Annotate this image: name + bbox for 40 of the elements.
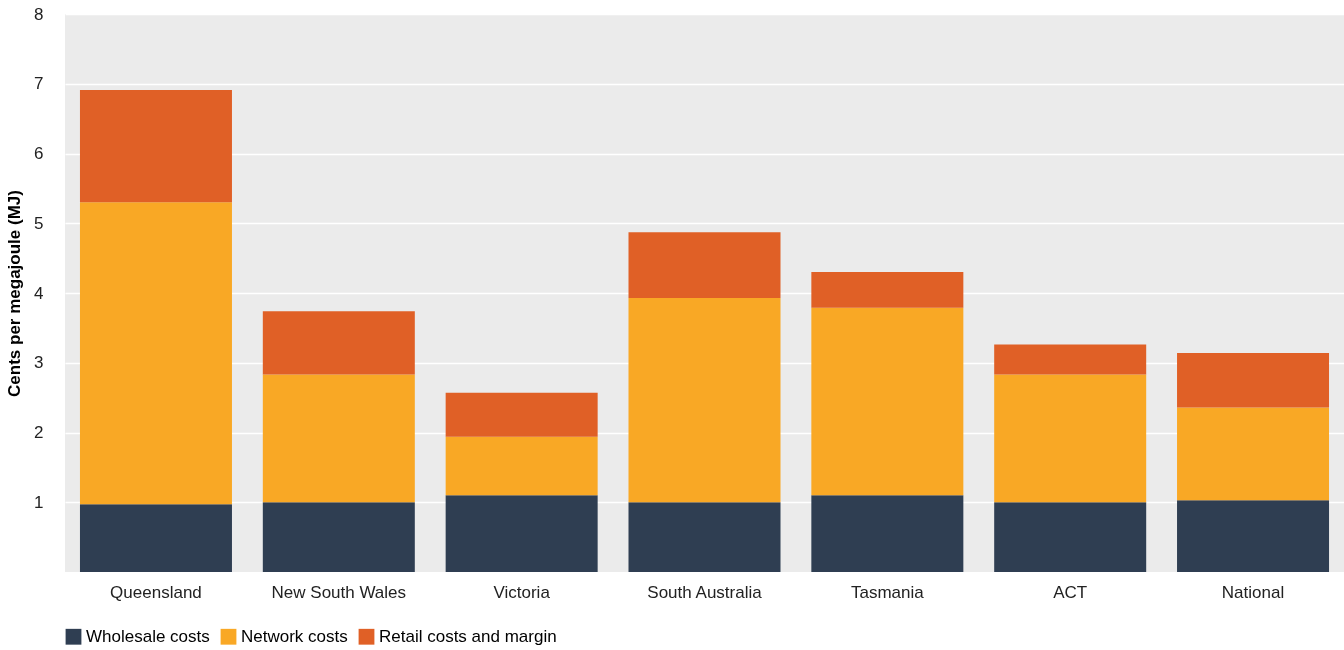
bar: [811, 272, 964, 308]
bar: [79, 90, 232, 203]
bar: [79, 202, 232, 505]
x-tick-label: National: [1221, 582, 1285, 602]
y-axis-title: Cents per megajoule (MJ): [5, 190, 25, 397]
bar: [628, 502, 781, 572]
bar: [1177, 500, 1330, 572]
x-tick-label: Victoria: [493, 582, 551, 602]
legend-label: Wholesale costs: [86, 626, 210, 646]
y-tick-label: 8: [34, 4, 44, 24]
legend-label: Network costs: [241, 626, 348, 646]
y-tick-label: 7: [34, 74, 44, 94]
bar: [628, 297, 781, 503]
x-tick-label: Queensland: [110, 582, 202, 602]
bar: [811, 307, 964, 496]
bar: [994, 344, 1147, 375]
bar: [262, 374, 415, 503]
y-tick-label: 2: [34, 423, 44, 442]
x-tick-label: Tasmania: [850, 582, 925, 602]
legend-label: Retail costs and margin: [379, 626, 557, 646]
bar: [445, 392, 598, 437]
bar: [994, 502, 1147, 572]
bar: [262, 311, 415, 375]
bar: [1177, 407, 1330, 501]
bar: [445, 436, 598, 496]
bar: [79, 504, 232, 572]
bar: [445, 495, 598, 572]
y-tick-label: 3: [34, 353, 44, 373]
y-tick-label: 1: [34, 492, 44, 512]
bar: [1177, 352, 1330, 408]
x-tick-label: South Australia: [647, 582, 763, 602]
bar: [262, 502, 415, 572]
y-tick-label: 6: [34, 144, 44, 163]
x-tick-label: New South Wales: [271, 582, 407, 602]
bar: [994, 374, 1147, 503]
x-tick-label: ACT: [1053, 582, 1088, 602]
y-tick-label: 5: [34, 213, 44, 233]
y-tick-label: 4: [34, 283, 44, 303]
bar: [628, 232, 781, 298]
bar: [811, 495, 964, 572]
